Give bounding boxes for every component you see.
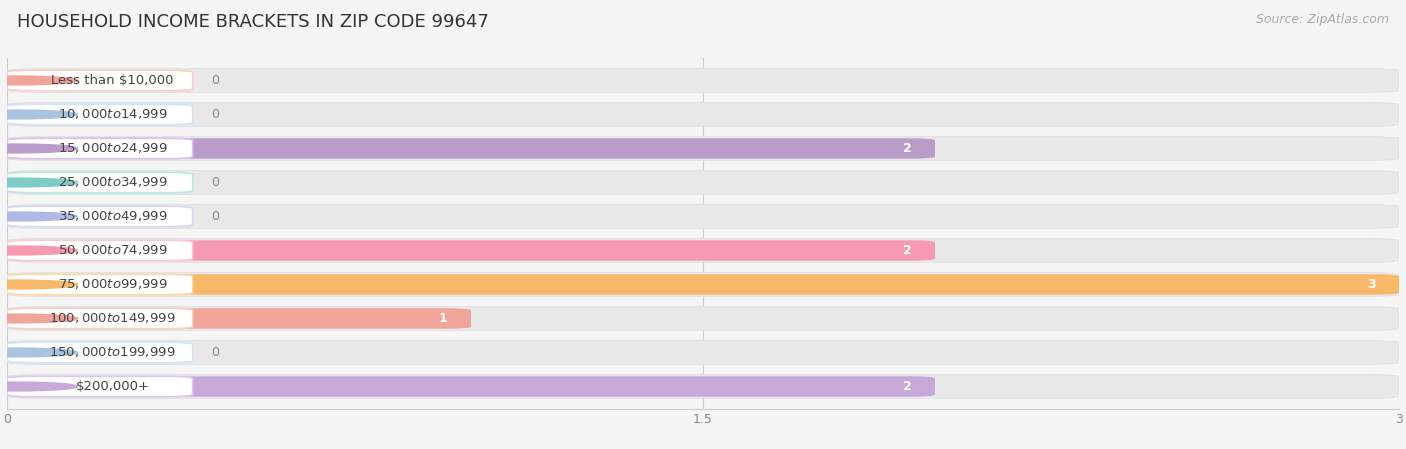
Text: $10,000 to $14,999: $10,000 to $14,999 bbox=[58, 107, 167, 122]
Text: $50,000 to $74,999: $50,000 to $74,999 bbox=[58, 243, 167, 257]
Text: 0: 0 bbox=[211, 176, 219, 189]
FancyBboxPatch shape bbox=[7, 136, 1399, 160]
FancyBboxPatch shape bbox=[7, 138, 935, 158]
Circle shape bbox=[0, 178, 77, 187]
Circle shape bbox=[0, 280, 77, 289]
Text: Source: ZipAtlas.com: Source: ZipAtlas.com bbox=[1256, 13, 1389, 26]
Text: $75,000 to $99,999: $75,000 to $99,999 bbox=[58, 277, 167, 291]
Circle shape bbox=[0, 212, 77, 221]
FancyBboxPatch shape bbox=[7, 374, 1399, 398]
FancyBboxPatch shape bbox=[7, 205, 1399, 229]
Circle shape bbox=[0, 382, 77, 391]
Text: HOUSEHOLD INCOME BRACKETS IN ZIP CODE 99647: HOUSEHOLD INCOME BRACKETS IN ZIP CODE 99… bbox=[17, 13, 489, 31]
FancyBboxPatch shape bbox=[7, 341, 1399, 365]
FancyBboxPatch shape bbox=[7, 102, 1399, 126]
FancyBboxPatch shape bbox=[7, 307, 1399, 330]
FancyBboxPatch shape bbox=[7, 172, 193, 193]
Circle shape bbox=[0, 314, 77, 323]
FancyBboxPatch shape bbox=[7, 308, 471, 329]
Circle shape bbox=[0, 76, 77, 85]
Text: 2: 2 bbox=[903, 142, 911, 155]
FancyBboxPatch shape bbox=[7, 274, 193, 295]
Text: $200,000+: $200,000+ bbox=[76, 380, 149, 393]
FancyBboxPatch shape bbox=[7, 308, 193, 329]
Circle shape bbox=[0, 144, 77, 153]
Text: 2: 2 bbox=[903, 244, 911, 257]
FancyBboxPatch shape bbox=[7, 69, 1399, 92]
FancyBboxPatch shape bbox=[7, 342, 193, 363]
Text: 3: 3 bbox=[1367, 278, 1376, 291]
Circle shape bbox=[0, 246, 77, 255]
FancyBboxPatch shape bbox=[7, 206, 193, 227]
FancyBboxPatch shape bbox=[7, 238, 1399, 262]
FancyBboxPatch shape bbox=[7, 376, 193, 396]
Circle shape bbox=[0, 348, 77, 357]
FancyBboxPatch shape bbox=[7, 273, 1399, 296]
FancyBboxPatch shape bbox=[7, 171, 1399, 194]
Text: $100,000 to $149,999: $100,000 to $149,999 bbox=[49, 312, 176, 326]
Text: 0: 0 bbox=[211, 74, 219, 87]
Text: $15,000 to $24,999: $15,000 to $24,999 bbox=[58, 141, 167, 155]
Text: 0: 0 bbox=[211, 108, 219, 121]
FancyBboxPatch shape bbox=[7, 104, 193, 125]
Circle shape bbox=[0, 110, 77, 119]
Text: 2: 2 bbox=[903, 380, 911, 393]
Text: $150,000 to $199,999: $150,000 to $199,999 bbox=[49, 345, 176, 360]
Text: Less than $10,000: Less than $10,000 bbox=[52, 74, 174, 87]
Text: 1: 1 bbox=[439, 312, 447, 325]
FancyBboxPatch shape bbox=[7, 240, 193, 261]
Text: $25,000 to $34,999: $25,000 to $34,999 bbox=[58, 176, 167, 189]
FancyBboxPatch shape bbox=[7, 376, 935, 396]
Text: 0: 0 bbox=[211, 346, 219, 359]
Text: 0: 0 bbox=[211, 210, 219, 223]
FancyBboxPatch shape bbox=[7, 274, 1399, 295]
FancyBboxPatch shape bbox=[7, 70, 193, 91]
Text: $35,000 to $49,999: $35,000 to $49,999 bbox=[58, 210, 167, 224]
FancyBboxPatch shape bbox=[7, 138, 193, 158]
FancyBboxPatch shape bbox=[7, 240, 935, 261]
